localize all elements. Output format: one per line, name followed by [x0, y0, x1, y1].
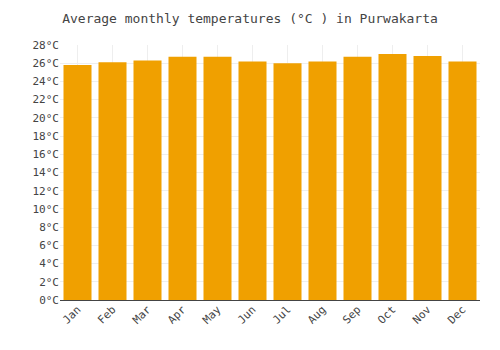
svg-text:18°C: 18°C: [33, 130, 60, 143]
svg-text:Average monthly temperatures (: Average monthly temperatures (°C ) in Pu…: [62, 11, 438, 26]
svg-text:Aug: Aug: [305, 303, 328, 326]
svg-text:28°C: 28°C: [33, 39, 60, 52]
svg-text:2°C: 2°C: [39, 276, 59, 289]
svg-text:24°C: 24°C: [33, 75, 60, 88]
svg-text:8°C: 8°C: [39, 221, 59, 234]
svg-text:Jan: Jan: [60, 303, 83, 326]
svg-text:26°C: 26°C: [33, 57, 60, 70]
svg-text:22°C: 22°C: [33, 93, 60, 106]
svg-text:Apr: Apr: [165, 303, 189, 327]
svg-text:10°C: 10°C: [33, 203, 60, 216]
svg-text:Jun: Jun: [235, 303, 258, 326]
svg-text:0°C: 0°C: [39, 294, 59, 307]
svg-text:6°C: 6°C: [39, 239, 59, 252]
svg-text:14°C: 14°C: [33, 166, 60, 179]
svg-text:4°C: 4°C: [39, 257, 59, 270]
svg-text:Oct: Oct: [375, 303, 398, 326]
svg-text:20°C: 20°C: [33, 112, 60, 125]
svg-text:Mar: Mar: [130, 303, 154, 327]
svg-text:Feb: Feb: [95, 303, 118, 326]
svg-text:Dec: Dec: [445, 303, 468, 326]
svg-text:Sep: Sep: [340, 303, 363, 326]
svg-text:May: May: [200, 303, 224, 327]
svg-text:Jul: Jul: [270, 303, 293, 326]
svg-text:Nov: Nov: [410, 303, 434, 327]
svg-text:16°C: 16°C: [33, 148, 60, 161]
svg-text:12°C: 12°C: [33, 185, 60, 198]
